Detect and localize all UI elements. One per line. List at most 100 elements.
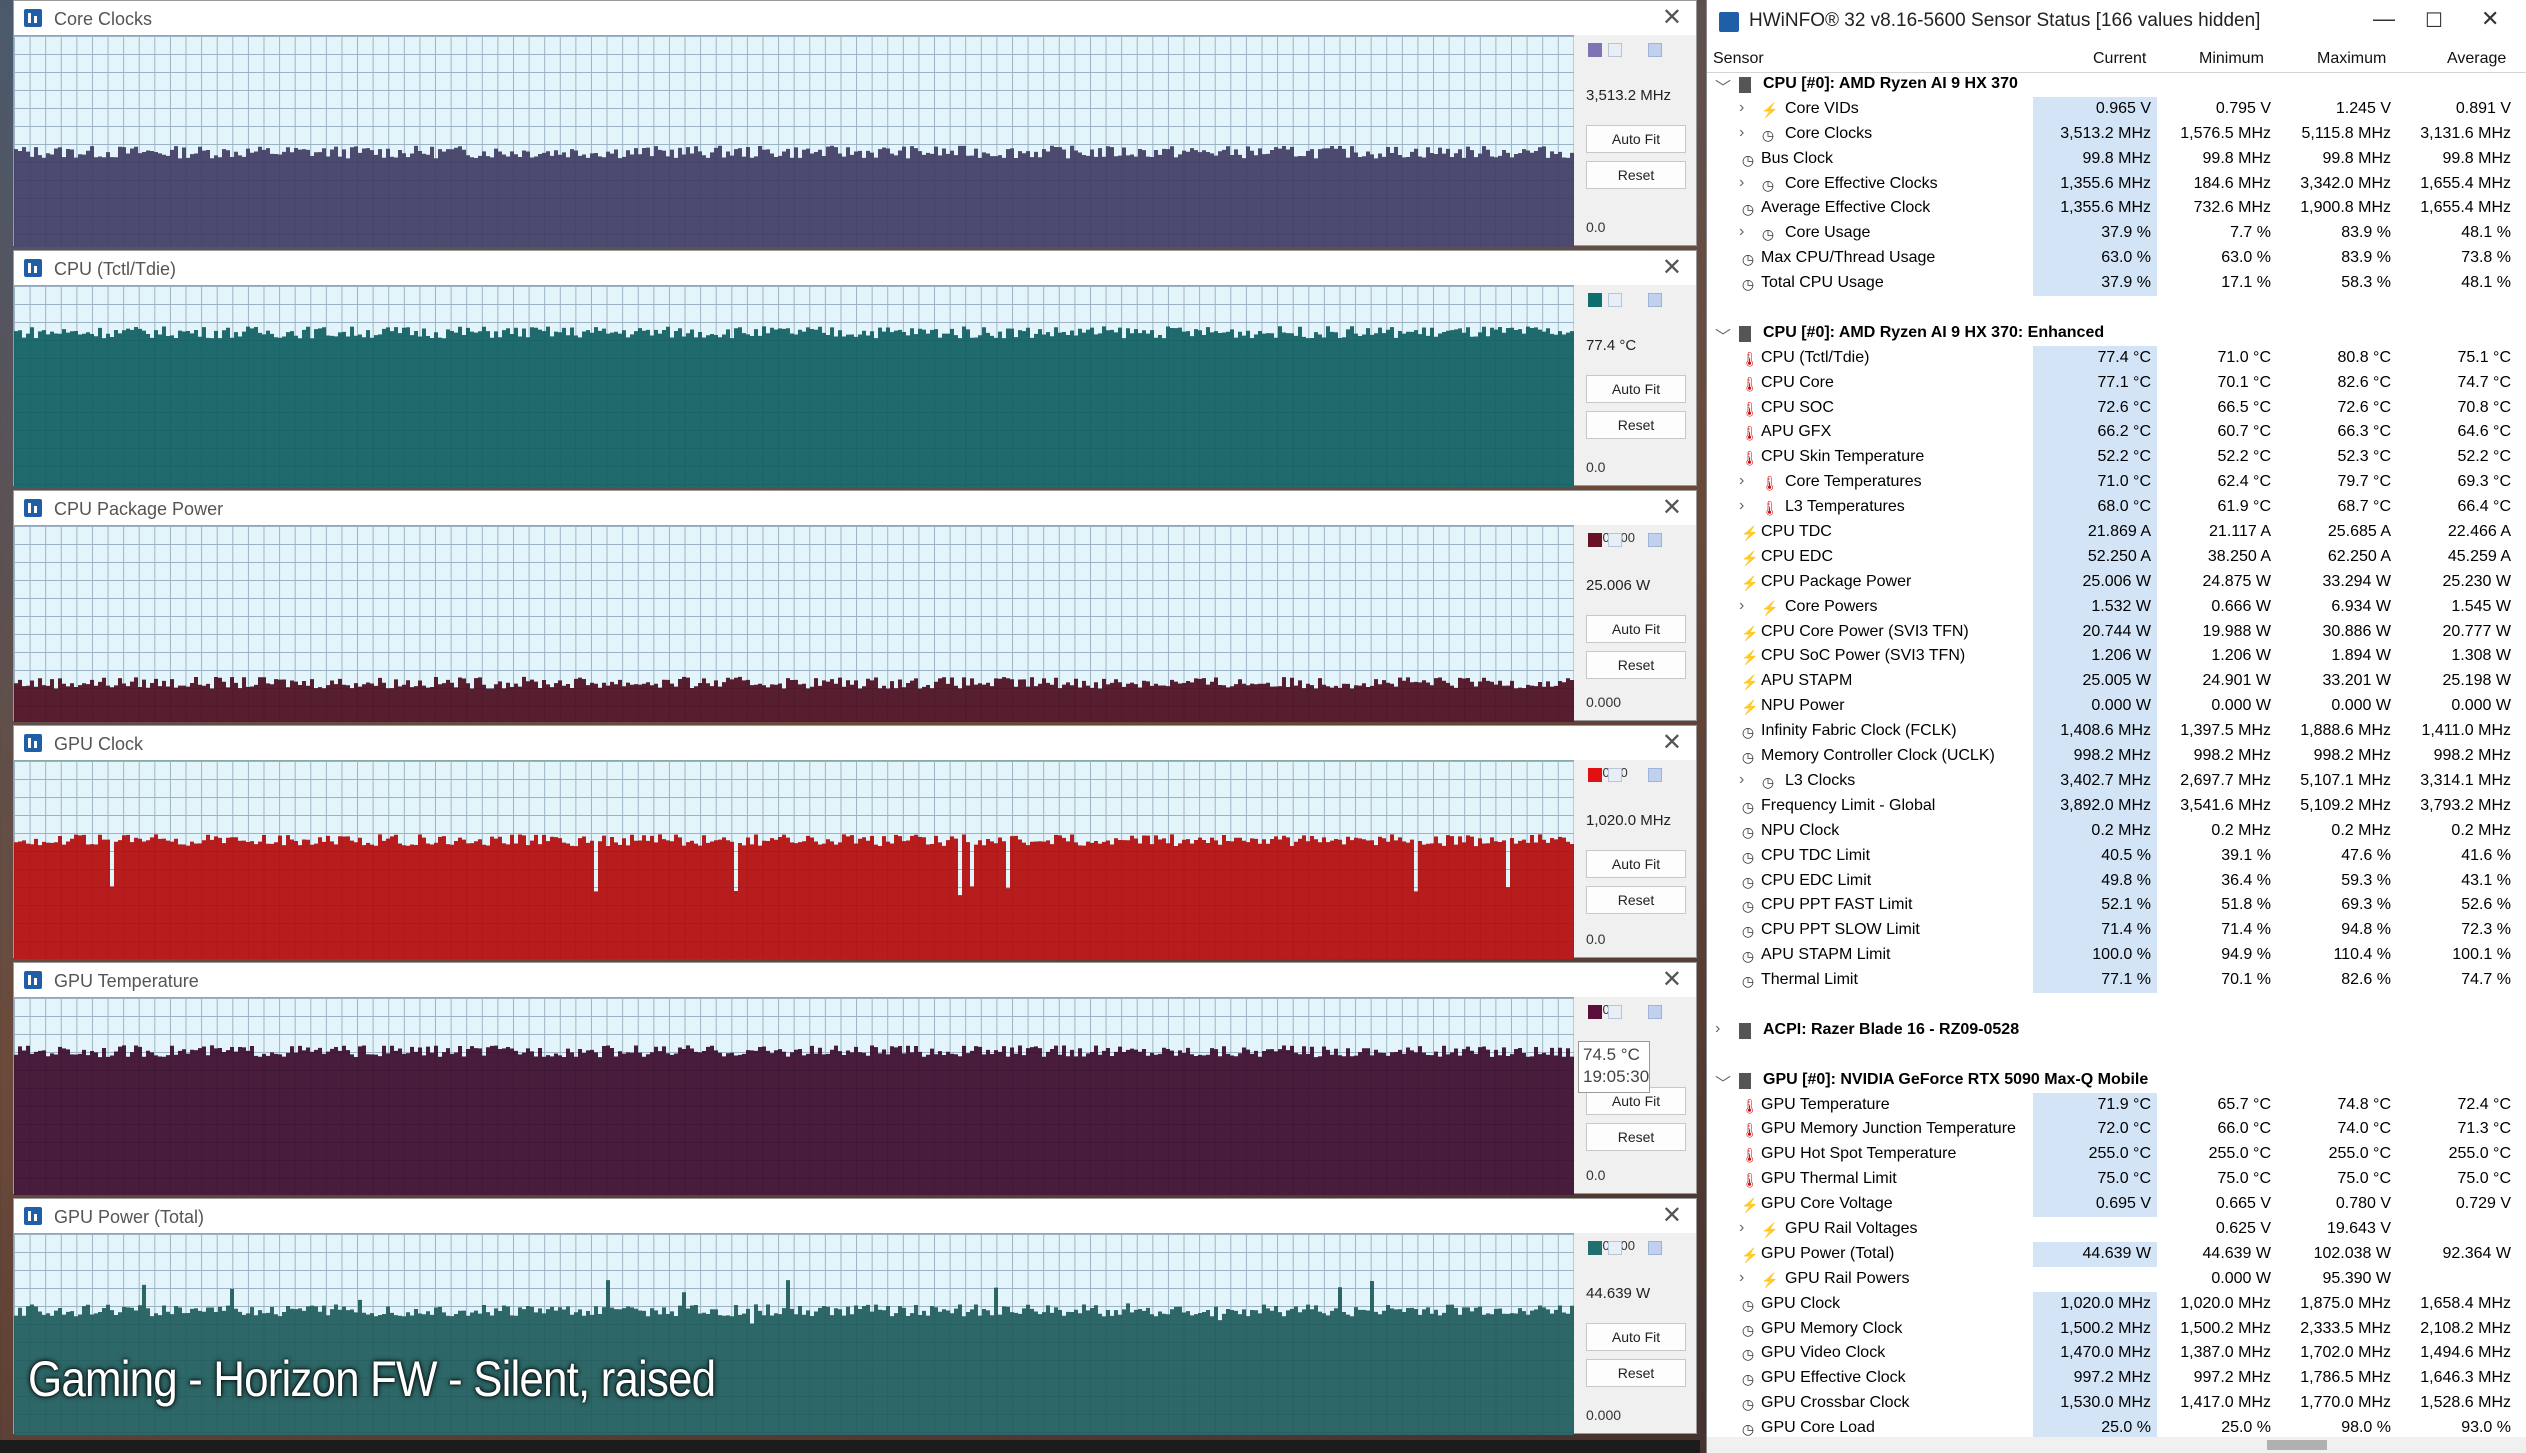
sensor-row[interactable]: ◷ CPU TDC Limit 40.5 % 39.1 % 47.6 % 41.6 % [1707,843,2526,869]
auto-fit-button[interactable]: Auto Fit [1586,615,1686,643]
sensor-row[interactable]: › ◷ Core Clocks 3,513.2 MHz 1,576.5 MHz 5,115… [1707,121,2526,147]
graph-swatch-secondary[interactable] [1608,1005,1622,1019]
sensor-row[interactable]: 🌡 GPU Hot Spot Temperature 255.0 °C 255.0 °… [1707,1142,2526,1168]
sensor-row[interactable]: ◷ Infinity Fabric Clock (FCLK) 1,408.6 MHz… [1707,719,2526,745]
sensor-row[interactable]: ◷ Max CPU/Thread Usage 63.0 % 63.0 % 83.9 % 7… [1707,246,2526,272]
close-icon[interactable]: ✕ [1661,1202,1682,1229]
sensor-row[interactable]: › 🌡 L3 Temperatures 68.0 °C 61.9 °C 68.7 °C 66… [1707,495,2526,521]
sensor-row[interactable]: ⚡ CPU Package Power 25.006 W 24.875 W 33.294… [1707,569,2526,595]
expand-chevron-icon[interactable]: › [1739,223,1745,241]
reset-button[interactable]: Reset [1586,886,1686,914]
sensor-row[interactable]: ◷ GPU Crossbar Clock 1,530.0 MHz 1,417.0 MH… [1707,1391,2526,1417]
expand-chevron-icon[interactable]: › [1739,173,1745,191]
col-sensor[interactable]: Sensor [1713,50,1764,67]
sensor-row[interactable]: ⚡ GPU Power (Total) 44.639 W 44.639 W 102.03… [1707,1241,2526,1267]
expand-chevron-icon[interactable]: ﹀ [1715,328,1732,346]
graph-swatch-secondary[interactable] [1608,768,1622,782]
sensor-row[interactable]: ◷ Average Effective Clock 1,355.6 MHz 732.6… [1707,196,2526,222]
sensor-row[interactable]: › ⚡ Core VIDs 0.965 V 0.795 V 1.245 V 0.891 V [1707,96,2526,122]
sensor-row[interactable]: › 🌡 Core Temperatures 71.0 °C 62.4 °C 79.7 °C… [1707,470,2526,496]
sensor-row[interactable]: 🌡 CPU SOC 72.6 °C 66.5 °C 72.6 °C 70.8 °C [1707,395,2526,421]
reset-button[interactable]: Reset [1586,411,1686,439]
sensor-row[interactable]: 🌡 CPU Skin Temperature 52.2 °C 52.2 °C 52.3 … [1707,445,2526,471]
sensor-row[interactable]: 🌡 GPU Memory Junction Temperature 72.0 °C 6… [1707,1117,2526,1143]
sensor-row[interactable]: 🌡 GPU Temperature 71.9 °C 65.7 °C 74.8 °C 72.… [1707,1092,2526,1118]
graph-swatch-secondary[interactable] [1608,533,1622,547]
sensor-row[interactable]: ◷ GPU Video Clock 1,470.0 MHz 1,387.0 MHz 1,… [1707,1341,2526,1367]
auto-fit-button[interactable]: Auto Fit [1586,850,1686,878]
sensor-row[interactable]: ⚡ CPU TDC 21.869 A 21.117 A 25.685 A 22.466 A [1707,520,2526,545]
graph-color-swatch[interactable] [1588,1005,1602,1019]
sensor-row[interactable]: ◷ CPU PPT SLOW Limit 71.4 % 71.4 % 94.8 % 72.… [1707,918,2526,944]
sensor-group[interactable]: ﹀ CPU [#0]: AMD Ryzen AI 9 HX 370: Enhanc… [1707,321,2526,346]
graph-color-swatch[interactable] [1588,43,1602,57]
sensor-row[interactable]: › ◷ Core Effective Clocks 1,355.6 MHz 184.6 … [1707,171,2526,197]
sensor-row[interactable]: 🌡 CPU (Tctl/Tdie) 77.4 °C 71.0 °C 80.8 °C 75.… [1707,345,2526,371]
graph-swatch-tertiary[interactable] [1648,1241,1662,1255]
sensor-row[interactable]: ⚡ CPU SoC Power (SVI3 TFN) 1.206 W 1.206 W 1… [1707,644,2526,670]
sensor-row[interactable]: › ⚡ GPU Rail Powers 0.000 W 95.390 W [1707,1267,2526,1292]
close-icon[interactable]: ✕ [1661,254,1682,281]
expand-chevron-icon[interactable]: › [1739,472,1745,490]
expand-chevron-icon[interactable]: › [1739,98,1745,116]
graph-swatch-tertiary[interactable] [1648,533,1662,547]
sensor-row[interactable]: ◷ APU STAPM Limit 100.0 % 94.9 % 110.4 % 100.… [1707,943,2526,969]
graph-swatch-tertiary[interactable] [1648,1005,1662,1019]
sensor-row[interactable]: ⚡ APU STAPM 25.005 W 24.901 W 33.201 W 25.198… [1707,669,2526,695]
graph-swatch-secondary[interactable] [1608,293,1622,307]
expand-chevron-icon[interactable]: › [1739,497,1745,515]
graph-color-swatch[interactable] [1588,1241,1602,1255]
graph-swatch-tertiary[interactable] [1648,293,1662,307]
sensor-row[interactable]: › ⚡ Core Powers 1.532 W 0.666 W 6.934 W 1.545 … [1707,594,2526,620]
sensor-row[interactable]: ◷ GPU Core Load 25.0 % 25.0 % 98.0 % 93.0 % [1707,1416,2526,1437]
auto-fit-button[interactable]: Auto Fit [1586,1323,1686,1351]
sensor-row[interactable]: › ⚡ GPU Rail Voltages 0.625 V 19.643 V [1707,1217,2526,1242]
sensor-row[interactable]: ◷ GPU Effective Clock 997.2 MHz 997.2 MHz 1,… [1707,1366,2526,1392]
sensor-row[interactable]: ◷ GPU Clock 1,020.0 MHz 1,020.0 MHz 1,875.0 … [1707,1291,2526,1317]
graph-swatch-secondary[interactable] [1608,1241,1622,1255]
reset-button[interactable]: Reset [1586,161,1686,189]
expand-chevron-icon[interactable]: › [1739,1218,1745,1236]
graph-color-swatch[interactable] [1588,533,1602,547]
maximize-icon[interactable]: ☐ [2425,10,2443,32]
sensor-row[interactable]: ⚡ CPU Core Power (SVI3 TFN) 20.744 W 19.988… [1707,619,2526,645]
expand-chevron-icon[interactable]: › [1739,123,1745,141]
graph-color-swatch[interactable] [1588,293,1602,307]
auto-fit-button[interactable]: Auto Fit [1586,375,1686,403]
expand-chevron-icon[interactable]: › [1739,770,1745,788]
sensor-row[interactable]: ◷ Thermal Limit 77.1 % 70.1 % 82.6 % 74.7 % [1707,968,2526,993]
expand-chevron-icon[interactable]: › [1739,1268,1745,1286]
close-icon[interactable]: ✕ [2481,6,2500,31]
sensor-row[interactable]: ◷ Memory Controller Clock (UCLK) 998.2 MHz… [1707,744,2526,769]
col-maximum[interactable]: Maximum [2317,50,2387,67]
reset-button[interactable]: Reset [1586,651,1686,679]
sensor-group[interactable]: › ACPI: Razer Blade 16 - RZ09-0528 [1707,1018,2526,1043]
col-average[interactable]: Average [2447,50,2507,67]
sensor-row[interactable]: ◷ GPU Memory Clock 1,500.2 MHz 1,500.2 MHz 2… [1707,1316,2526,1342]
auto-fit-button[interactable]: Auto Fit [1586,125,1686,153]
minimize-icon[interactable]: — [2373,6,2395,31]
sensor-row[interactable]: › ◷ L3 Clocks 3,402.7 MHz 2,697.7 MHz 5,107.1… [1707,768,2526,794]
sensor-row[interactable]: › ◷ Core Usage 37.9 % 7.7 % 83.9 % 48.1 % [1707,221,2526,247]
expand-chevron-icon[interactable]: ﹀ [1715,80,1732,97]
expand-chevron-icon[interactable]: › [1739,596,1745,614]
sensor-row[interactable]: ◷ Total CPU Usage 37.9 % 17.1 % 58.3 % 48.1 % [1707,271,2526,297]
col-current[interactable]: Current [2093,50,2147,67]
sensor-row[interactable]: ⚡ CPU EDC 52.250 A 38.250 A 62.250 A 45.259 A [1707,544,2526,570]
graph-swatch-tertiary[interactable] [1648,43,1662,57]
expand-chevron-icon[interactable]: › [1715,1019,1721,1037]
graph-color-swatch[interactable] [1588,768,1602,782]
sensor-group[interactable]: ﹀ GPU [#0]: NVIDIA GeForce RTX 5090 Max-Q… [1707,1068,2526,1093]
sensor-row[interactable]: ⚡ GPU Core Voltage 0.695 V 0.665 V 0.780 V 0.… [1707,1192,2526,1217]
sensor-row[interactable]: 🌡 APU GFX 66.2 °C 60.7 °C 66.3 °C 64.6 °C [1707,420,2526,446]
col-minimum[interactable]: Minimum [2199,50,2264,67]
sensor-row[interactable]: ◷ CPU EDC Limit 49.8 % 36.4 % 59.3 % 43.1 % [1707,868,2526,894]
sensor-row[interactable]: ◷ Bus Clock 99.8 MHz 99.8 MHz 99.8 MHz 99.8 M… [1707,146,2526,172]
close-icon[interactable]: ✕ [1661,4,1682,31]
sensor-list[interactable]: ﹀ CPU [#0]: AMD Ryzen AI 9 HX 370 › ⚡ Core V… [1707,72,2526,1437]
close-icon[interactable]: ✕ [1661,729,1682,756]
graph-swatch-secondary[interactable] [1608,43,1622,57]
expand-chevron-icon[interactable]: ﹀ [1715,1075,1732,1093]
sensor-row[interactable]: ⚡ NPU Power 0.000 W 0.000 W 0.000 W 0.000 W [1707,694,2526,720]
sensor-group[interactable]: ﹀ CPU [#0]: AMD Ryzen AI 9 HX 370 [1707,72,2526,97]
